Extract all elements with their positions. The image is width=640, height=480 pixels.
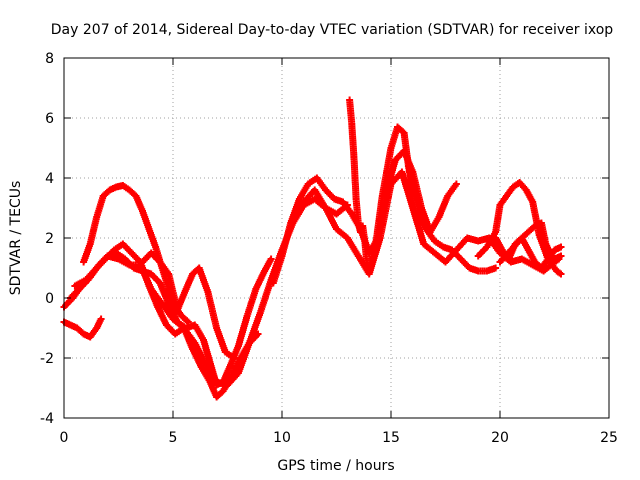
x-tick-label: 0: [60, 430, 69, 446]
x-axis-label: GPS time / hours: [277, 458, 394, 474]
x-tick-label: 15: [382, 430, 400, 446]
series-track-1: [60, 315, 105, 341]
data-point-marker: [230, 354, 238, 362]
x-tick-label: 5: [169, 430, 178, 446]
chart-title: Day 207 of 2014, Sidereal Day-to-day VTE…: [51, 22, 614, 38]
x-tick-label: 10: [273, 430, 291, 446]
y-tick-label: 4: [45, 171, 54, 187]
y-axis-label: SDTVAR / TECUs: [8, 181, 24, 296]
series-track-11: [496, 219, 565, 266]
grid-lines: [64, 58, 609, 418]
data-point-marker: [97, 315, 105, 323]
data-point-marker: [557, 243, 565, 251]
data-point-marker: [492, 264, 500, 272]
data-series: [60, 96, 565, 401]
data-point-marker: [452, 180, 460, 188]
y-tick-label: 6: [45, 111, 54, 127]
y-tick-label: -4: [40, 411, 54, 427]
y-tick-label: -2: [40, 351, 54, 367]
data-point-marker: [557, 270, 565, 278]
y-tick-label: 8: [45, 51, 54, 67]
y-tick-label: 2: [45, 231, 54, 247]
data-point-marker: [557, 252, 565, 260]
series-track-12: [139, 249, 238, 362]
series-track-8: [346, 96, 500, 275]
x-tick-label: 20: [491, 430, 509, 446]
x-tick-label: 25: [600, 430, 618, 446]
data-point-marker: [267, 255, 275, 263]
y-tick-label: 0: [45, 291, 54, 307]
axis-ticks: 0 5 10 15 20 25 -4 -2 0 2 4 6 8: [40, 51, 618, 446]
data-point-marker: [183, 317, 191, 325]
